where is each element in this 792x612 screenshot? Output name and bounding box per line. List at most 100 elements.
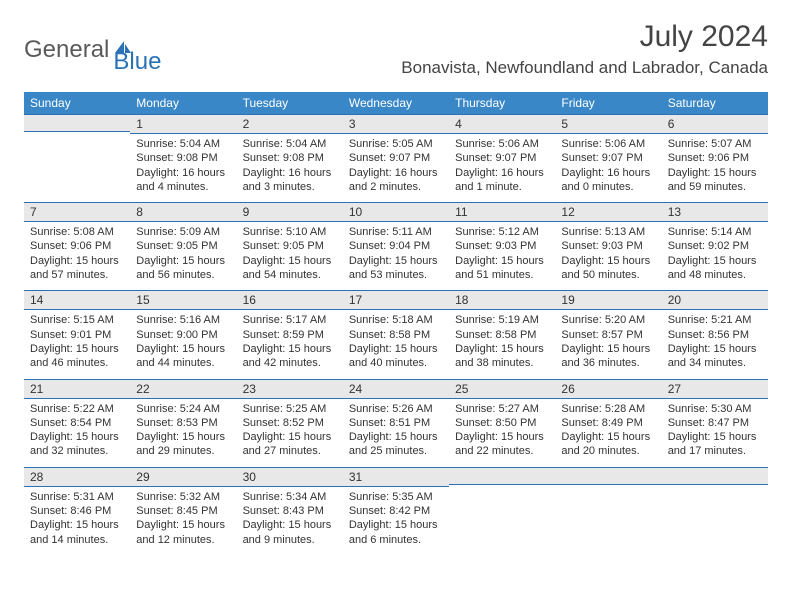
daylight-text: Daylight: 15 hours and 48 minutes. [668,254,762,283]
sunrise-text: Sunrise: 5:15 AM [30,313,124,327]
sunset-text: Sunset: 8:49 PM [561,416,655,430]
calendar-cell: 5Sunrise: 5:06 AMSunset: 9:07 PMDaylight… [555,114,661,202]
sunrise-text: Sunrise: 5:35 AM [349,490,443,504]
cell-details: Sunrise: 5:08 AMSunset: 9:06 PMDaylight:… [24,222,130,290]
sunset-text: Sunset: 9:03 PM [561,239,655,253]
cell-details: Sunrise: 5:34 AMSunset: 8:43 PMDaylight:… [237,487,343,555]
sunrise-text: Sunrise: 5:06 AM [561,137,655,151]
sunrise-text: Sunrise: 5:25 AM [243,402,337,416]
daylight-text: Daylight: 15 hours and 6 minutes. [349,518,443,547]
calendar-cell: 4Sunrise: 5:06 AMSunset: 9:07 PMDaylight… [449,114,555,202]
calendar-cell: 7Sunrise: 5:08 AMSunset: 9:06 PMDaylight… [24,202,130,290]
cell-details: Sunrise: 5:07 AMSunset: 9:06 PMDaylight:… [662,134,768,202]
cell-details: Sunrise: 5:20 AMSunset: 8:57 PMDaylight:… [555,310,661,378]
date-number: 2 [237,114,343,134]
daylight-text: Daylight: 15 hours and 14 minutes. [30,518,124,547]
calendar-week-row: 28Sunrise: 5:31 AMSunset: 8:46 PMDayligh… [24,467,768,555]
cell-details: Sunrise: 5:21 AMSunset: 8:56 PMDaylight:… [662,310,768,378]
date-number: 28 [24,467,130,487]
date-number: 6 [662,114,768,134]
date-number: 8 [130,202,236,222]
sunset-text: Sunset: 8:43 PM [243,504,337,518]
sunset-text: Sunset: 8:52 PM [243,416,337,430]
day-header: Tuesday [237,92,343,114]
calendar-week-row: 7Sunrise: 5:08 AMSunset: 9:06 PMDaylight… [24,202,768,290]
daylight-text: Daylight: 15 hours and 12 minutes. [136,518,230,547]
cell-details: Sunrise: 5:09 AMSunset: 9:05 PMDaylight:… [130,222,236,290]
date-number: 16 [237,290,343,310]
daylight-text: Daylight: 16 hours and 1 minute. [455,166,549,195]
daylight-text: Daylight: 15 hours and 56 minutes. [136,254,230,283]
date-number: 14 [24,290,130,310]
daylight-text: Daylight: 15 hours and 50 minutes. [561,254,655,283]
daylight-text: Daylight: 15 hours and 46 minutes. [30,342,124,371]
daylight-text: Daylight: 15 hours and 29 minutes. [136,430,230,459]
calendar-cell: 18Sunrise: 5:19 AMSunset: 8:58 PMDayligh… [449,290,555,378]
sunrise-text: Sunrise: 5:06 AM [455,137,549,151]
calendar-cell: 25Sunrise: 5:27 AMSunset: 8:50 PMDayligh… [449,379,555,467]
day-header: Wednesday [343,92,449,114]
calendar-cell: 21Sunrise: 5:22 AMSunset: 8:54 PMDayligh… [24,379,130,467]
sunrise-text: Sunrise: 5:32 AM [136,490,230,504]
daylight-text: Daylight: 16 hours and 4 minutes. [136,166,230,195]
sunset-text: Sunset: 8:59 PM [243,328,337,342]
logo: General Blue [24,20,161,76]
sunset-text: Sunset: 8:51 PM [349,416,443,430]
calendar-cell: 30Sunrise: 5:34 AMSunset: 8:43 PMDayligh… [237,467,343,555]
cell-details: Sunrise: 5:19 AMSunset: 8:58 PMDaylight:… [449,310,555,378]
cell-details: Sunrise: 5:04 AMSunset: 9:08 PMDaylight:… [237,134,343,202]
daylight-text: Daylight: 15 hours and 22 minutes. [455,430,549,459]
sunset-text: Sunset: 9:03 PM [455,239,549,253]
calendar-cell: 26Sunrise: 5:28 AMSunset: 8:49 PMDayligh… [555,379,661,467]
date-number: 27 [662,379,768,399]
date-number [662,467,768,485]
sunrise-text: Sunrise: 5:18 AM [349,313,443,327]
sunrise-text: Sunrise: 5:04 AM [136,137,230,151]
cell-details [449,485,555,543]
daylight-text: Daylight: 15 hours and 32 minutes. [30,430,124,459]
calendar-cell: 23Sunrise: 5:25 AMSunset: 8:52 PMDayligh… [237,379,343,467]
calendar-body: 1Sunrise: 5:04 AMSunset: 9:08 PMDaylight… [24,114,768,555]
sunset-text: Sunset: 9:08 PM [243,151,337,165]
daylight-text: Daylight: 15 hours and 20 minutes. [561,430,655,459]
date-number: 29 [130,467,236,487]
sunrise-text: Sunrise: 5:22 AM [30,402,124,416]
calendar-cell: 14Sunrise: 5:15 AMSunset: 9:01 PMDayligh… [24,290,130,378]
sunrise-text: Sunrise: 5:05 AM [349,137,443,151]
sunset-text: Sunset: 8:46 PM [30,504,124,518]
daylight-text: Daylight: 15 hours and 51 minutes. [455,254,549,283]
date-number: 21 [24,379,130,399]
date-number: 5 [555,114,661,134]
sunrise-text: Sunrise: 5:27 AM [455,402,549,416]
cell-details: Sunrise: 5:17 AMSunset: 8:59 PMDaylight:… [237,310,343,378]
cell-details: Sunrise: 5:16 AMSunset: 9:00 PMDaylight:… [130,310,236,378]
date-number: 4 [449,114,555,134]
date-number: 24 [343,379,449,399]
daylight-text: Daylight: 15 hours and 34 minutes. [668,342,762,371]
calendar-cell: 24Sunrise: 5:26 AMSunset: 8:51 PMDayligh… [343,379,449,467]
date-number: 1 [130,114,236,134]
calendar-cell: 16Sunrise: 5:17 AMSunset: 8:59 PMDayligh… [237,290,343,378]
sunrise-text: Sunrise: 5:24 AM [136,402,230,416]
date-number: 7 [24,202,130,222]
calendar-cell: 17Sunrise: 5:18 AMSunset: 8:58 PMDayligh… [343,290,449,378]
date-number: 30 [237,467,343,487]
calendar-week-row: 14Sunrise: 5:15 AMSunset: 9:01 PMDayligh… [24,290,768,378]
sunrise-text: Sunrise: 5:08 AM [30,225,124,239]
cell-details: Sunrise: 5:05 AMSunset: 9:07 PMDaylight:… [343,134,449,202]
calendar-cell: 11Sunrise: 5:12 AMSunset: 9:03 PMDayligh… [449,202,555,290]
date-number: 15 [130,290,236,310]
day-header-row: SundayMondayTuesdayWednesdayThursdayFrid… [24,92,768,114]
sunset-text: Sunset: 8:57 PM [561,328,655,342]
day-header: Monday [130,92,236,114]
date-number: 12 [555,202,661,222]
cell-details [24,132,130,190]
date-number: 26 [555,379,661,399]
calendar-cell: 31Sunrise: 5:35 AMSunset: 8:42 PMDayligh… [343,467,449,555]
sunrise-text: Sunrise: 5:16 AM [136,313,230,327]
calendar-week-row: 1Sunrise: 5:04 AMSunset: 9:08 PMDaylight… [24,114,768,202]
sunset-text: Sunset: 8:58 PM [349,328,443,342]
sunrise-text: Sunrise: 5:10 AM [243,225,337,239]
cell-details [555,485,661,543]
sunrise-text: Sunrise: 5:04 AM [243,137,337,151]
